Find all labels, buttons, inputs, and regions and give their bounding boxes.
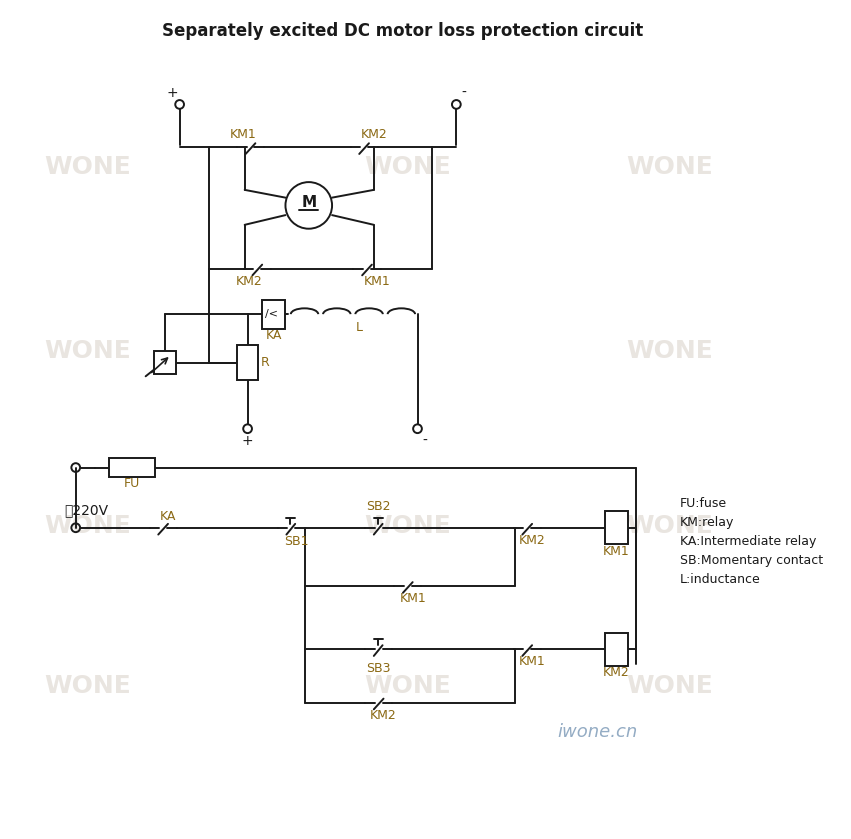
- Text: Separately excited DC motor loss protection circuit: Separately excited DC motor loss protect…: [163, 22, 643, 39]
- Text: WONE: WONE: [44, 513, 131, 538]
- Text: KM2: KM2: [603, 666, 630, 679]
- Text: ～220V: ～220V: [64, 503, 108, 518]
- Text: +: +: [242, 435, 254, 448]
- Text: +: +: [166, 86, 178, 100]
- Bar: [109, 458, 156, 477]
- Text: WONE: WONE: [626, 674, 713, 698]
- Text: WONE: WONE: [44, 339, 131, 363]
- Text: iwone.cn: iwone.cn: [557, 722, 637, 741]
- Bar: [605, 511, 628, 545]
- Text: KM2: KM2: [237, 274, 263, 288]
- Text: KA: KA: [266, 329, 282, 342]
- Text: KM2: KM2: [370, 709, 397, 722]
- Text: WONE: WONE: [364, 513, 451, 538]
- Text: -: -: [423, 435, 428, 448]
- Text: L: L: [356, 321, 363, 334]
- Bar: [262, 300, 285, 329]
- Text: FU: FU: [124, 477, 140, 490]
- Bar: [154, 351, 176, 374]
- Text: FU:fuse
KM:relay
KA:Intermediate relay
SB:Momentary contact
L:inductance: FU:fuse KM:relay KA:Intermediate relay S…: [680, 497, 823, 586]
- Text: WONE: WONE: [44, 154, 131, 179]
- Text: KM2: KM2: [361, 128, 387, 141]
- Text: M: M: [301, 195, 317, 210]
- Text: -: -: [462, 86, 466, 100]
- Text: /<: /<: [266, 309, 278, 319]
- Text: KA: KA: [160, 509, 176, 523]
- Text: KM1: KM1: [230, 128, 256, 141]
- Text: WONE: WONE: [626, 339, 713, 363]
- Text: SB2: SB2: [367, 500, 391, 513]
- Text: SB3: SB3: [367, 662, 391, 675]
- Bar: [237, 345, 258, 380]
- Text: KM1: KM1: [519, 655, 545, 668]
- Text: WONE: WONE: [364, 154, 451, 179]
- Text: KM1: KM1: [363, 274, 390, 288]
- Text: KM1: KM1: [399, 592, 426, 605]
- Text: WONE: WONE: [626, 154, 713, 179]
- Text: KM1: KM1: [603, 545, 630, 558]
- Text: SB1: SB1: [284, 534, 308, 548]
- Text: WONE: WONE: [44, 674, 131, 698]
- Text: R: R: [260, 357, 270, 369]
- Text: WONE: WONE: [364, 674, 451, 698]
- Bar: [605, 633, 628, 665]
- Text: KM2: KM2: [519, 534, 545, 547]
- Text: WONE: WONE: [626, 513, 713, 538]
